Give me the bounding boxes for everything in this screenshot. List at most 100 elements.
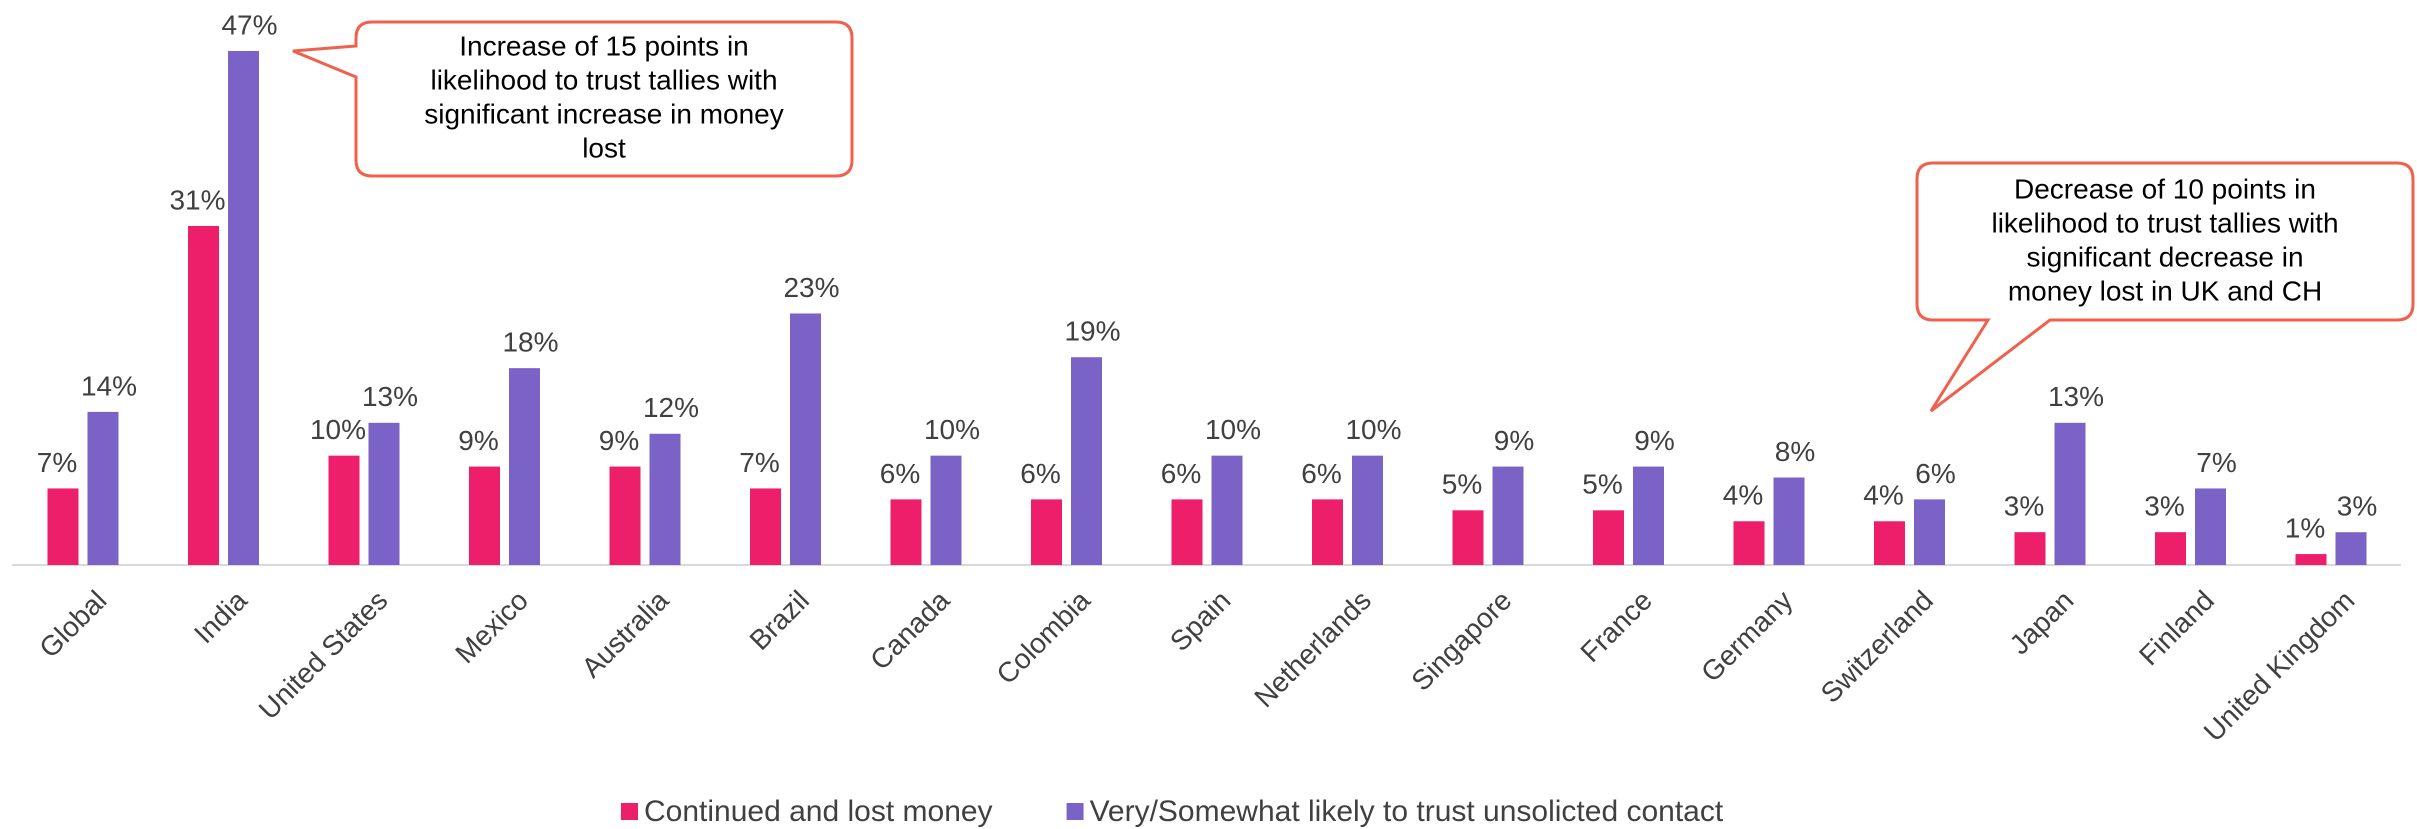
data-label: 6% bbox=[1161, 458, 1201, 489]
data-label: 10% bbox=[1345, 414, 1401, 445]
bar bbox=[1773, 477, 1805, 565]
x-tick-label: Finland bbox=[2133, 585, 2220, 672]
data-label: 3% bbox=[2004, 491, 2044, 522]
callout bbox=[292, 20, 854, 178]
data-label: 14% bbox=[81, 370, 137, 401]
bar bbox=[2335, 532, 2367, 565]
data-label: 13% bbox=[2048, 381, 2104, 412]
bar bbox=[750, 488, 781, 565]
data-label: 31% bbox=[169, 184, 225, 215]
data-label: 3% bbox=[2144, 491, 2184, 522]
x-tick-label: Global bbox=[33, 585, 112, 664]
data-label: 23% bbox=[783, 272, 839, 303]
data-label: 6% bbox=[1301, 458, 1341, 489]
callout bbox=[1915, 161, 2415, 413]
data-label: 4% bbox=[1723, 480, 1763, 511]
bar bbox=[649, 433, 681, 565]
x-tick-label: Mexico bbox=[449, 585, 534, 670]
data-label: 3% bbox=[2337, 491, 2377, 522]
data-label: 7% bbox=[37, 447, 77, 478]
x-tick-label: India bbox=[188, 584, 253, 649]
data-label: 5% bbox=[1442, 469, 1482, 500]
bar bbox=[1914, 499, 1945, 565]
data-label: 7% bbox=[2196, 447, 2236, 478]
bar bbox=[1071, 357, 1102, 565]
bar bbox=[228, 51, 259, 565]
bar bbox=[1492, 466, 1524, 565]
x-tick-label: Australia bbox=[576, 584, 675, 683]
bar bbox=[2155, 532, 2186, 565]
data-label: 1% bbox=[2285, 512, 2325, 543]
bar bbox=[328, 455, 360, 565]
x-tick-label: Germany bbox=[1695, 585, 1798, 688]
data-label: 5% bbox=[1582, 469, 1622, 500]
bar bbox=[509, 368, 540, 565]
x-tick-label: Spain bbox=[1164, 585, 1237, 658]
legend-swatch bbox=[621, 803, 638, 820]
bar bbox=[87, 411, 119, 565]
x-tick-label: Switzerland bbox=[1815, 585, 1939, 709]
bar bbox=[47, 488, 79, 565]
data-label: 7% bbox=[739, 447, 779, 478]
bar bbox=[2295, 554, 2327, 565]
bar bbox=[1874, 521, 1905, 565]
data-label: 9% bbox=[599, 425, 639, 456]
data-label: 18% bbox=[502, 327, 558, 358]
callout-text: Increase of 15 points in bbox=[459, 30, 749, 61]
data-label: 10% bbox=[924, 414, 980, 445]
data-label: 9% bbox=[1494, 425, 1534, 456]
bar bbox=[1211, 455, 1243, 565]
bar bbox=[890, 499, 922, 565]
bar bbox=[1312, 499, 1343, 565]
data-label: 47% bbox=[221, 9, 277, 40]
bar bbox=[1733, 521, 1765, 565]
x-tick-label: Netherlands bbox=[1248, 585, 1377, 714]
callout-box bbox=[1915, 161, 2415, 413]
legend-label: Very/Somewhat likely to trust unsolicted… bbox=[1090, 795, 1724, 828]
x-tick-label: Brazil bbox=[744, 585, 815, 656]
x-tick-label: United Kingdom bbox=[2198, 585, 2361, 748]
data-label: 6% bbox=[1020, 458, 1060, 489]
x-tick-label: United States bbox=[253, 585, 394, 726]
bar bbox=[1031, 499, 1062, 565]
bar bbox=[1352, 455, 1383, 565]
data-label: 10% bbox=[1205, 414, 1261, 445]
bar bbox=[2195, 488, 2226, 565]
bar bbox=[930, 455, 962, 565]
callout-text: Decrease of 10 points in bbox=[2014, 173, 2316, 204]
callout-text: likelihood to trust tallies with bbox=[430, 64, 777, 95]
callout-text: likelihood to trust tallies with bbox=[1991, 207, 2338, 238]
data-label: 10% bbox=[310, 414, 366, 445]
data-label: 9% bbox=[458, 425, 498, 456]
x-tick-label: Japan bbox=[2004, 585, 2080, 661]
data-label: 8% bbox=[1775, 436, 1815, 467]
data-label: 19% bbox=[1064, 316, 1120, 347]
x-tick-label: Canada bbox=[864, 584, 956, 676]
bar bbox=[1452, 510, 1484, 565]
data-label: 9% bbox=[1634, 425, 1674, 456]
callout-text: significant decrease in bbox=[2026, 241, 2303, 272]
data-label: 12% bbox=[643, 392, 699, 423]
callout-box bbox=[292, 20, 854, 178]
x-tick-label: Singapore bbox=[1405, 585, 1517, 697]
callout-text: lost bbox=[582, 132, 626, 163]
bar bbox=[2014, 532, 2046, 565]
callout-text: money lost in UK and CH bbox=[2008, 275, 2322, 306]
callout-text: significant increase in money bbox=[424, 98, 784, 129]
legend-label: Continued and lost money bbox=[644, 795, 993, 828]
bar bbox=[790, 313, 821, 565]
bar bbox=[2054, 422, 2086, 565]
bar bbox=[1593, 510, 1624, 565]
data-label: 6% bbox=[880, 458, 920, 489]
legend-swatch bbox=[1066, 803, 1084, 820]
bar bbox=[1171, 499, 1203, 565]
bar bbox=[188, 225, 219, 565]
data-label: 6% bbox=[1915, 458, 1955, 489]
bar bbox=[469, 466, 500, 565]
data-label: 13% bbox=[362, 381, 418, 412]
bar bbox=[368, 422, 400, 565]
x-tick-label: France bbox=[1574, 585, 1658, 669]
bar bbox=[609, 466, 641, 565]
bar bbox=[1633, 466, 1664, 565]
